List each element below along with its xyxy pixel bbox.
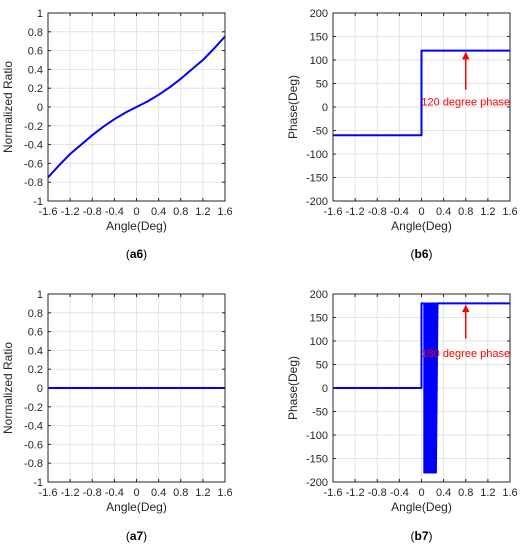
x-axis-label: Angle(Deg) <box>391 500 452 514</box>
x-tick-label: 0 <box>133 487 139 499</box>
chart-panel: -1.6 -1.2 -0.8 -0.4 0 0.4 0.8 1.2 1.6-1-0.8-0.6-… <box>1 289 233 543</box>
panel-caption: (b6) <box>410 247 432 261</box>
panel-caption: (a6) <box>126 247 147 261</box>
x-tick-label: 1.6 <box>217 206 232 218</box>
x-tick-label: -0.4 <box>390 206 409 218</box>
x-tick-label: 0 <box>418 487 424 499</box>
x-tick-label: 0 <box>418 206 424 218</box>
x-tick-label: 0.4 <box>151 206 166 218</box>
y-tick-label: -0.4 <box>24 140 43 152</box>
y-tick-label: 0.2 <box>28 364 43 376</box>
y-axis-label: Normalized Ratio <box>1 61 15 153</box>
x-tick-label: -1.2 <box>346 206 365 218</box>
x-tick-label: 0.8 <box>173 487 188 499</box>
x-tick-label: 0.4 <box>151 487 166 499</box>
y-tick-label: 50 <box>316 360 328 372</box>
chart-panel: -1.6 -1.2 -0.8 -0.4 0 0.4 0.8 1.2 1.6 -200 -150 -10… <box>286 8 518 261</box>
x-tick-label: -1.6 <box>39 487 58 499</box>
x-tick-label: 0 <box>133 206 139 218</box>
y-tick-label: 0 <box>37 102 43 114</box>
x-tick-label: -0.4 <box>105 206 124 218</box>
y-tick-label: 150 <box>310 32 328 44</box>
y-tick-label: -0.2 <box>24 121 43 133</box>
x-tick-label: -1.2 <box>61 206 80 218</box>
y-tick-label: -0.6 <box>24 439 43 451</box>
y-tick-label: -200 <box>306 196 328 208</box>
y-tick-label: -150 <box>306 173 328 185</box>
x-tick-label: 1.2 <box>195 206 210 218</box>
y-tick-label: -200 <box>306 477 328 489</box>
y-tick-label: -0.8 <box>24 177 43 189</box>
y-tick-label: 0.4 <box>28 64 43 76</box>
y-tick-label: -50 <box>312 126 328 138</box>
series-line <box>47 35 226 179</box>
y-tick-label: 0.6 <box>28 46 43 58</box>
y-tick-label: 0 <box>322 102 328 114</box>
y-tick-label: 0.4 <box>28 345 43 357</box>
x-tick-label: -1.2 <box>61 487 80 499</box>
y-tick-label: 100 <box>310 55 328 67</box>
y-tick-label: 150 <box>310 313 328 325</box>
y-tick-label: -0.8 <box>24 458 43 470</box>
y-tick-label: 0.8 <box>28 27 43 39</box>
y-tick-label: -150 <box>306 454 328 466</box>
y-tick-label: 1 <box>37 8 43 20</box>
x-axis-label: Angle(Deg) <box>106 219 167 233</box>
x-tick-label: 0.4 <box>436 487 451 499</box>
x-tick-label: -1.6 <box>324 206 343 218</box>
panel-caption: (b7) <box>410 529 432 543</box>
x-tick-label: -0.8 <box>368 206 387 218</box>
y-tick-label: -1 <box>33 477 43 489</box>
chart-panel: -1.6 -1.2 -0.8 -0.4 0 0.4 0.8 1.2 1.6 -200 -150 -10… <box>286 289 518 543</box>
x-tick-label: 1.6 <box>502 487 517 499</box>
y-tick-label: -0.4 <box>24 421 43 433</box>
y-axis-label: Phase(Deg) <box>286 356 300 420</box>
y-tick-label: -100 <box>306 430 328 442</box>
y-tick-label: -0.2 <box>24 402 43 414</box>
annotation-text: 180 degree phase <box>421 348 510 360</box>
x-tick-label: 0.8 <box>458 206 473 218</box>
y-tick-label: 1 <box>37 289 43 301</box>
y-tick-label: -100 <box>306 149 328 161</box>
x-tick-label: 0.8 <box>173 206 188 218</box>
x-tick-label: -0.8 <box>368 487 387 499</box>
x-tick-label: 1.6 <box>502 206 517 218</box>
x-tick-label: -1.6 <box>324 487 343 499</box>
y-tick-label: -0.6 <box>24 158 43 170</box>
y-tick-label: 0 <box>37 383 43 395</box>
x-axis-label: Angle(Deg) <box>106 500 167 514</box>
x-tick-label: 1.2 <box>195 487 210 499</box>
series-line <box>333 49 510 137</box>
y-tick-label: 0 <box>322 383 328 395</box>
y-tick-label: 0.6 <box>28 327 43 339</box>
y-tick-label: -50 <box>312 407 328 419</box>
x-tick-label: -0.4 <box>390 487 409 499</box>
x-tick-label: 1.6 <box>217 487 232 499</box>
x-tick-label: 0.4 <box>436 206 451 218</box>
y-tick-label: 200 <box>310 289 328 301</box>
annotation-text: 120 degree phase <box>421 96 510 108</box>
y-tick-label: 0.8 <box>28 308 43 320</box>
x-tick-label: -1.2 <box>346 487 365 499</box>
x-tick-label: 1.2 <box>480 206 495 218</box>
x-tick-label: 0.8 <box>458 487 473 499</box>
x-tick-label: -0.8 <box>83 487 102 499</box>
y-tick-label: -1 <box>33 196 43 208</box>
x-tick-label: 1.2 <box>480 487 495 499</box>
y-tick-label: 0.2 <box>28 83 43 95</box>
y-tick-label: 50 <box>316 79 328 91</box>
y-tick-label: 100 <box>310 336 328 348</box>
x-axis-label: Angle(Deg) <box>391 219 452 233</box>
chart-panel: -1.6 -1.2 -0.8 -0.4 0 0.4 0.8 1.2 1.6-1-0.8-0.6-… <box>1 8 233 261</box>
x-tick-label: -1.6 <box>39 206 58 218</box>
y-axis-label: Normalized Ratio <box>1 342 15 434</box>
y-tick-label: 200 <box>310 8 328 20</box>
x-tick-label: -0.4 <box>105 487 124 499</box>
panel-caption: (a7) <box>126 529 147 543</box>
series-line <box>333 302 510 474</box>
x-tick-label: -0.8 <box>83 206 102 218</box>
y-axis-label: Phase(Deg) <box>286 75 300 139</box>
